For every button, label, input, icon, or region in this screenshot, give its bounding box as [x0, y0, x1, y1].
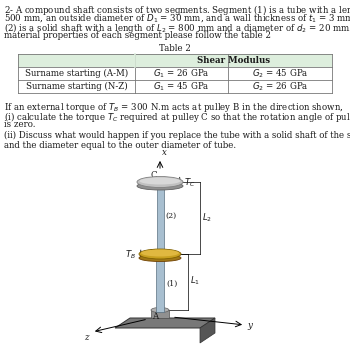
Text: (2): (2): [165, 212, 176, 220]
Text: B: B: [150, 250, 156, 258]
FancyBboxPatch shape: [156, 182, 163, 252]
Polygon shape: [200, 318, 215, 343]
Text: Surname starting (N-Z): Surname starting (N-Z): [26, 82, 127, 91]
Ellipse shape: [137, 182, 183, 190]
Text: (2) is a solid shaft with a length of $L_2$ = 800 mm and a diameter of $d_2$ = 2: (2) is a solid shaft with a length of $L…: [4, 21, 350, 36]
Text: $L_2$: $L_2$: [202, 211, 212, 224]
Text: Shear Modulus: Shear Modulus: [197, 56, 270, 65]
Ellipse shape: [139, 254, 181, 262]
Text: z: z: [84, 333, 89, 342]
Ellipse shape: [141, 250, 179, 257]
Ellipse shape: [137, 176, 183, 188]
Text: If an external torque of $T_B$ = 300 N.m acts at pulley B in the direction shown: If an external torque of $T_B$ = 300 N.m…: [4, 101, 344, 114]
Text: A: A: [152, 312, 158, 321]
Text: $T_C$: $T_C$: [184, 177, 195, 189]
Text: $T_B$: $T_B$: [125, 249, 136, 261]
Text: $G_1$ = 45 GPa: $G_1$ = 45 GPa: [153, 80, 210, 93]
Text: and the diameter equal to the outer diameter of tube.: and the diameter equal to the outer diam…: [4, 140, 236, 150]
Text: (i) calculate the torque $T_C$ required at pulley C so that the rotation angle o: (i) calculate the torque $T_C$ required …: [4, 111, 350, 125]
Text: Table 2: Table 2: [159, 44, 191, 53]
FancyBboxPatch shape: [156, 255, 164, 312]
Text: C: C: [150, 171, 157, 181]
Text: (ii) Discuss what would happen if you replace the tube with a solid shaft of the: (ii) Discuss what would happen if you re…: [4, 131, 350, 140]
Text: (1): (1): [166, 279, 177, 288]
Text: y: y: [247, 321, 252, 329]
Text: Surname starting (A-M): Surname starting (A-M): [25, 69, 128, 78]
Text: 500 mm, an outside diameter of $D_1$ = 30 mm, and a wall thickness of $t_1$ = 3 : 500 mm, an outside diameter of $D_1$ = 3…: [4, 12, 350, 25]
Ellipse shape: [140, 177, 181, 184]
Text: $G_2$ = 45 GPa: $G_2$ = 45 GPa: [252, 67, 308, 80]
Polygon shape: [115, 318, 215, 328]
Text: x: x: [162, 148, 167, 157]
FancyBboxPatch shape: [18, 54, 332, 67]
Text: $L_1$: $L_1$: [190, 274, 200, 287]
Text: 2- A compound shaft consists of two segments. Segment (1) is a tube with a lengt: 2- A compound shaft consists of two segm…: [4, 3, 350, 17]
Text: $G_2$ = 26 GPa: $G_2$ = 26 GPa: [252, 80, 308, 93]
FancyBboxPatch shape: [151, 310, 169, 318]
Text: is zero.: is zero.: [4, 120, 35, 129]
Ellipse shape: [151, 308, 169, 313]
Text: $G_1$ = 26 GPa: $G_1$ = 26 GPa: [153, 67, 210, 80]
Ellipse shape: [139, 249, 181, 259]
Text: material properties of each segment please follow the table 2: material properties of each segment plea…: [4, 31, 271, 40]
